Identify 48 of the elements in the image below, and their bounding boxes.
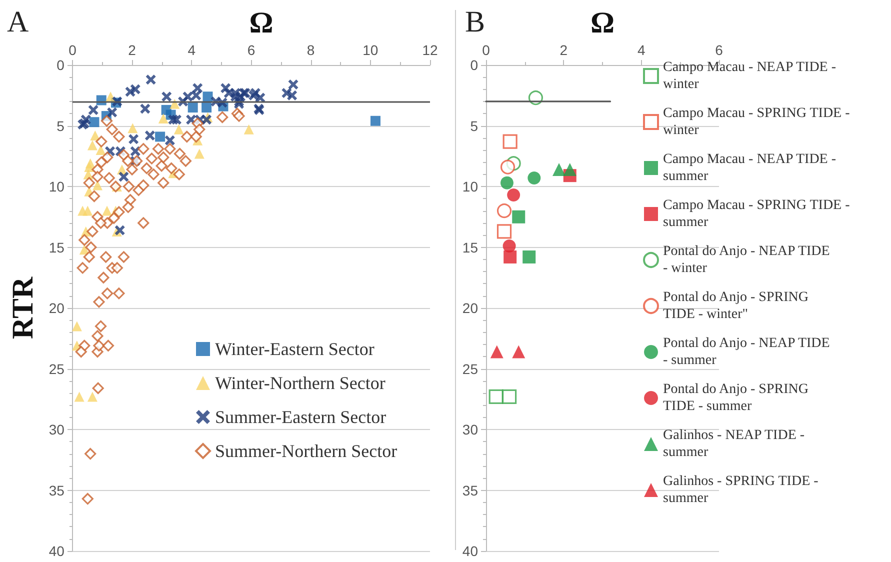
y-tick-label: 30 — [462, 422, 478, 438]
y-tick-label: 20 — [48, 300, 65, 316]
x-tick-label: 0 — [482, 42, 490, 58]
x-tick-label: 2 — [560, 42, 568, 58]
legend-label: Pontal do Anjo - NEAP TIDE - winter — [663, 244, 830, 276]
legend-label: Pontal do Anjo - NEAP TIDE - summer — [663, 336, 830, 368]
y-tick-label: 0 — [56, 57, 65, 73]
legend-label: Campo Macau - NEAP TIDE - summer — [663, 152, 836, 184]
chart-title: B — [465, 6, 486, 38]
y-tick-label: 10 — [462, 178, 478, 194]
x-tick-label: 0 — [68, 42, 77, 58]
x-tick-label: 8 — [306, 42, 315, 58]
legend-label: Galinhos - NEAP TIDE - summer — [663, 428, 805, 460]
legend-label: Pontal do Anjo - SPRING TIDE - winter" — [663, 290, 808, 322]
y-tick-label: 30 — [48, 422, 65, 438]
y-tick-label: 40 — [48, 543, 65, 559]
legend-label: Summer-Northern Sector — [215, 441, 398, 461]
x-tick-label: 4 — [637, 42, 646, 58]
legend-label: Campo Macau - NEAP TIDE - winter — [663, 60, 836, 92]
y-tick-label: 40 — [462, 543, 478, 559]
legend-label: Campo Macau - SPRING TIDE - summer — [663, 198, 850, 230]
legend-label: Galinhos - SPRING TIDE - summer — [663, 474, 819, 506]
legend-label: Campo Macau - SPRING TIDE - winter — [663, 106, 850, 138]
y-tick-label: 35 — [48, 482, 65, 498]
legend-label: Winter-Northern Sector — [215, 373, 386, 393]
y-tick-label: 10 — [48, 178, 65, 194]
legend-label: Pontal do Anjo - SPRING TIDE - summer — [663, 382, 808, 414]
legend-label: Summer-Eastern Sector — [215, 407, 386, 427]
x-axis-title: Ω — [249, 6, 274, 40]
y-tick-label: 35 — [462, 482, 478, 498]
x-axis-title: Ω — [590, 6, 615, 40]
y-tick-label: 20 — [462, 300, 478, 316]
y-tick-label: 25 — [48, 360, 65, 377]
y-tick-label: 0 — [470, 57, 478, 73]
x-tick-label: 6 — [247, 42, 256, 58]
x-tick-label: 6 — [715, 42, 724, 58]
y-axis-title: RTR — [6, 276, 40, 340]
legend-label: Winter-Eastern Sector — [215, 339, 374, 359]
x-tick-label: 2 — [128, 42, 136, 58]
chart-title: A — [7, 6, 29, 38]
x-tick-label: 10 — [362, 42, 378, 58]
y-tick-label: 15 — [48, 239, 65, 256]
y-tick-label: 5 — [56, 118, 65, 134]
y-tick-label: 5 — [470, 118, 478, 134]
x-tick-label: 4 — [188, 42, 196, 58]
y-tick-label: 15 — [462, 239, 478, 256]
x-tick-label: 12 — [422, 42, 438, 58]
y-tick-label: 25 — [462, 360, 478, 377]
